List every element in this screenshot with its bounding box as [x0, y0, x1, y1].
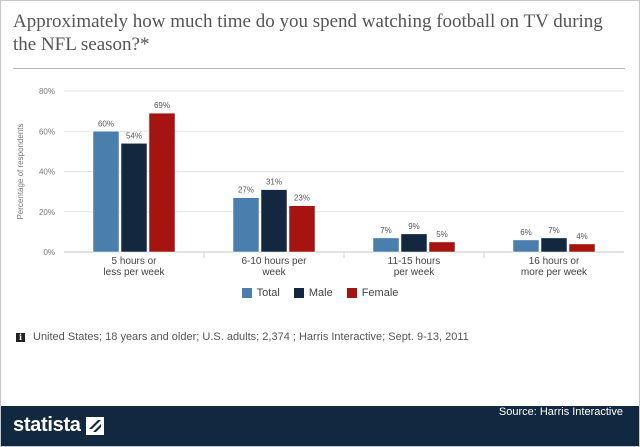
- bar-male-2: [400, 233, 428, 253]
- bar-male-3: [540, 237, 568, 253]
- data-label: 6%: [520, 228, 532, 237]
- y-axis-label: Percentage of respondents: [16, 123, 25, 219]
- x-tick-label: 16 hours or: [529, 256, 580, 267]
- footer-bar: statista Source: Harris Interactive: [1, 406, 639, 446]
- y-tick-label: 60%: [39, 127, 55, 136]
- bar-female-1: [288, 205, 316, 253]
- bar-female-0: [148, 112, 176, 253]
- legend-swatch-male: [293, 288, 304, 298]
- legend-item-male[interactable]: Male: [293, 287, 333, 299]
- data-label: 69%: [154, 101, 170, 110]
- chart-note: i United States; 18 years and older; U.S…: [16, 331, 469, 343]
- chart-title: Approximately how much time do you spend…: [13, 11, 603, 55]
- y-tick-label: 40%: [39, 168, 55, 177]
- source-text: Source: Harris Interactive: [498, 406, 623, 418]
- data-label: 7%: [548, 226, 560, 235]
- bar-male-0: [120, 143, 148, 253]
- legend-swatch-total: [241, 288, 252, 298]
- bar-total-0: [92, 131, 120, 253]
- y-tick-label: 80%: [39, 87, 55, 96]
- data-label: 9%: [408, 222, 420, 231]
- brand-name: statista: [13, 414, 81, 436]
- data-label: 23%: [294, 194, 310, 203]
- x-tick-label: 5 hours or: [111, 256, 157, 267]
- bar-total-1: [232, 197, 260, 253]
- legend-label-female: Female: [361, 287, 399, 299]
- title-divider: [13, 68, 625, 69]
- x-tick-label: week: [261, 267, 286, 278]
- data-label: 60%: [98, 119, 114, 128]
- info-icon[interactable]: i: [16, 332, 25, 342]
- bar-total-2: [372, 237, 400, 253]
- bar-total-3: [512, 239, 540, 253]
- data-label: 4%: [576, 232, 588, 241]
- y-tick-label: 0%: [43, 248, 55, 257]
- data-label: 27%: [238, 186, 254, 195]
- legend-label-total: Total: [256, 287, 280, 299]
- legend: Total Male Female: [0, 287, 640, 299]
- x-tick-label: more per week: [521, 267, 588, 278]
- statista-logo[interactable]: statista: [13, 414, 104, 437]
- data-label: 7%: [380, 226, 392, 235]
- statista-mark-icon: [85, 416, 104, 435]
- x-tick-label: less per week: [103, 267, 165, 278]
- legend-item-female[interactable]: Female: [346, 287, 399, 299]
- legend-swatch-female: [346, 288, 357, 298]
- x-tick-label: per week: [394, 267, 436, 278]
- bar-male-1: [260, 189, 288, 253]
- data-label: 54%: [126, 131, 142, 140]
- x-tick-label: 6-10 hours per: [241, 256, 307, 267]
- legend-label-male: Male: [308, 287, 333, 299]
- data-label: 31%: [266, 178, 282, 187]
- x-tick-label: 11-15 hours: [388, 256, 441, 267]
- data-label: 5%: [436, 230, 448, 239]
- bar-female-2: [428, 241, 456, 253]
- note-text: United States; 18 years and older; U.S. …: [33, 331, 469, 343]
- legend-item-total[interactable]: Total: [241, 287, 280, 299]
- bar-female-3: [568, 243, 596, 253]
- y-tick-label: 20%: [39, 208, 55, 217]
- bar-chart: 0% 20% 40% 60% 80% Percentage of respondents 6…: [16, 87, 624, 278]
